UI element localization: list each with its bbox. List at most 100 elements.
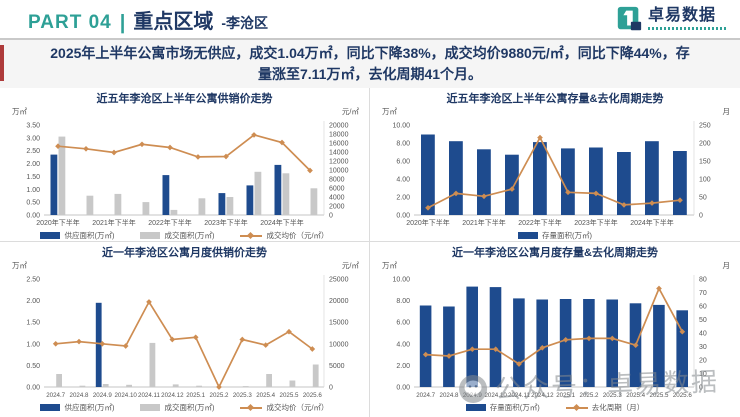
logo: 卓易数据	[615, 5, 726, 33]
svg-text:4000: 4000	[329, 195, 345, 202]
svg-text:20000: 20000	[329, 123, 349, 130]
svg-text:0: 0	[329, 385, 333, 392]
legend-item: 成交均价（元/㎡）	[240, 230, 329, 241]
chart-legend: 供应面积(万㎡) 成交面积(万㎡) 成交均价（元/㎡）	[0, 229, 369, 242]
left-axis-unit: 万㎡	[12, 261, 27, 270]
right-axis-unit: 元/㎡	[341, 107, 359, 116]
svg-text:2023年下半年: 2023年下半年	[204, 218, 248, 227]
section-subtitle: -李沧区	[221, 14, 269, 31]
legend-item: 供应面积(万㎡)	[40, 230, 114, 241]
svg-text:0: 0	[329, 213, 333, 220]
logo-text: 卓易数据	[648, 7, 717, 24]
axis-units: 万㎡ 元/㎡	[0, 107, 369, 117]
svg-text:0.50: 0.50	[26, 200, 40, 207]
svg-text:70: 70	[699, 290, 707, 297]
svg-text:2020年下半年: 2020年下半年	[36, 218, 80, 227]
chart-title: 近五年李沧区上半年公寓供销价走势	[96, 93, 273, 105]
chart-supply-price-monthly: 近一年李沧区公寓月度供销价走势 万㎡ 元/㎡ 0.00 0.50 1.00 1.50 2…	[0, 242, 370, 417]
legend-label: 成交均价（元/㎡）	[266, 231, 329, 240]
svg-text:5000: 5000	[329, 363, 345, 370]
svg-text:2021年下半年: 2021年下半年	[92, 218, 136, 227]
svg-text:2025.3: 2025.3	[232, 392, 251, 399]
svg-text:18000: 18000	[329, 132, 349, 139]
svg-text:250: 250	[699, 123, 711, 130]
svg-text:8000: 8000	[329, 177, 345, 184]
legend-item: 成交面积(万㎡)	[140, 402, 214, 413]
svg-text:2024.11: 2024.11	[138, 392, 160, 399]
right-axis-unit: 月	[722, 107, 731, 116]
svg-text:2025.5: 2025.5	[279, 392, 298, 399]
svg-text:2.50: 2.50	[26, 148, 40, 155]
svg-text:2025.1: 2025.1	[186, 392, 205, 399]
summary-text: 2025年上半年公寓市场无供应，成交1.04万㎡，同比下降38%，成交均价988…	[50, 45, 690, 82]
legend-line-swatch	[240, 231, 263, 239]
legend-label: 成交面积(万㎡)	[164, 231, 215, 240]
axis-units: 万㎡ 月	[370, 261, 740, 271]
header: PART 04 | 重点区域 -李沧区 卓易数据	[0, 0, 740, 40]
svg-text:50: 50	[699, 195, 707, 202]
svg-text:0.00: 0.00	[26, 385, 40, 392]
svg-text:2024.7: 2024.7	[416, 392, 435, 399]
svg-text:10000: 10000	[329, 341, 349, 348]
svg-text:1.50: 1.50	[26, 320, 40, 327]
svg-text:2025.4: 2025.4	[256, 392, 275, 399]
header-divider: |	[119, 11, 126, 34]
svg-text:2.00: 2.00	[26, 298, 40, 305]
svg-text:2025.2: 2025.2	[580, 392, 599, 399]
legend-label: 成交均价（元/㎡）	[266, 403, 329, 412]
chart-title: 近五年李沧区上半年公寓存量&去化周期走势	[446, 93, 664, 105]
legend-bar-swatch	[40, 404, 61, 411]
svg-text:2025.1: 2025.1	[556, 392, 575, 399]
svg-text:2024.10: 2024.10	[114, 392, 137, 399]
svg-text:6000: 6000	[329, 186, 345, 193]
svg-text:3.50: 3.50	[26, 123, 40, 130]
svg-text:0: 0	[699, 213, 703, 220]
svg-text:2024.7: 2024.7	[46, 392, 65, 399]
legend-label: 供应面积(万㎡)	[64, 403, 115, 412]
header-title-group: PART 04 | 重点区域 -李沧区	[28, 5, 268, 34]
legend-bar-swatch	[40, 232, 61, 239]
legend-item: 供应面积(万㎡)	[40, 402, 114, 413]
svg-text:6.00: 6.00	[396, 320, 410, 327]
charts-grid: 近五年李沧区上半年公寓供销价走势 万㎡ 元/㎡ 0.00 0.50 1.00 1.50…	[0, 88, 740, 417]
legend-item: 存量面积(万㎡)	[465, 402, 540, 413]
chart-inventory-cycle-monthly: 近一年李沧区公寓月度存量&去化周期走势 万㎡ 月 0.00 2.00 4.00 6.0…	[370, 242, 740, 417]
legend-label: 去化周期（月）	[591, 403, 645, 412]
svg-text:2024.8: 2024.8	[69, 392, 88, 399]
logo-tagline	[648, 27, 726, 30]
svg-text:100: 100	[699, 177, 711, 184]
chart-plot: 0.00 2.00 4.00 6.00 8.00 10.00 0 50 100 150 200 250…	[392, 121, 711, 227]
svg-text:2.00: 2.00	[396, 363, 410, 370]
summary-banner: 2025年上半年公寓市场无供应，成交1.04万㎡，同比下降38%，成交均价988…	[0, 40, 740, 88]
svg-text:150: 150	[699, 159, 711, 166]
red-stripe	[0, 45, 4, 81]
svg-text:20: 20	[699, 358, 707, 365]
chart-plot: 0.00 0.50 1.00 1.50 2.00 2.50 3.00 3.50 0 2000 400…	[26, 121, 349, 227]
right-axis-unit: 月	[722, 261, 731, 270]
svg-text:2023年下半年: 2023年下半年	[574, 218, 618, 227]
legend-item: 成交均价（元/㎡）	[240, 402, 329, 413]
svg-text:0.50: 0.50	[26, 363, 40, 370]
svg-text:60: 60	[699, 304, 707, 311]
svg-text:40: 40	[699, 331, 707, 338]
svg-text:2021年下半年: 2021年下半年	[462, 218, 506, 227]
svg-text:3.00: 3.00	[26, 135, 40, 142]
svg-text:2024.10: 2024.10	[484, 392, 507, 399]
svg-text:2022年下半年: 2022年下半年	[518, 218, 562, 227]
svg-text:0.00: 0.00	[396, 385, 410, 392]
svg-text:2022年下半年: 2022年下半年	[148, 218, 192, 227]
svg-text:2025.6: 2025.6	[302, 392, 321, 399]
svg-text:4.00: 4.00	[396, 341, 410, 348]
legend-label: 存量面积(万㎡)	[542, 231, 592, 240]
svg-text:12000: 12000	[329, 159, 349, 166]
svg-text:10: 10	[699, 371, 707, 378]
part-label: PART 04	[28, 11, 112, 33]
legend-item: 存量面积(万㎡)	[518, 230, 592, 241]
chart-plot: 0.00 2.00 4.00 6.00 8.00 10.00 0 10 20 30 40 50 60 70…	[392, 275, 707, 399]
svg-text:0: 0	[699, 385, 703, 392]
legend-line-swatch	[565, 403, 588, 411]
svg-text:20000: 20000	[329, 298, 349, 305]
svg-text:2020年下半年: 2020年下半年	[406, 218, 450, 227]
legend-label: 成交面积(万㎡)	[164, 403, 215, 412]
chart-legend: 供应面积(万㎡) 成交面积(万㎡) 成交均价（元/㎡）	[0, 401, 369, 414]
